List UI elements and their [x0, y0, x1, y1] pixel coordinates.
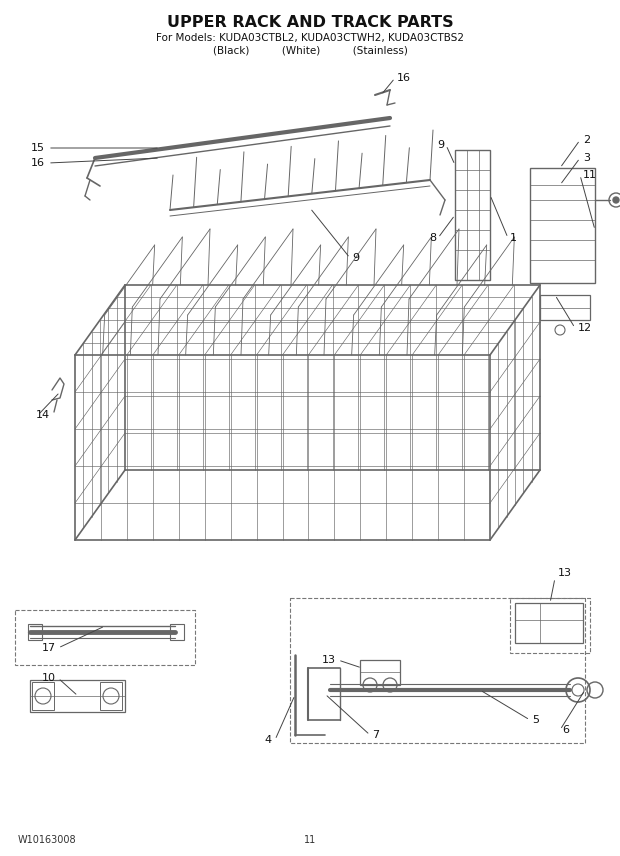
Text: 17: 17 [42, 643, 56, 653]
Text: For Models: KUDA03CTBL2, KUDA03CTWH2, KUDA03CTBS2: For Models: KUDA03CTBL2, KUDA03CTWH2, KU… [156, 33, 464, 43]
Bar [540, 295, 590, 320]
Text: 13: 13 [558, 568, 572, 578]
Text: 5: 5 [532, 715, 539, 725]
Text: 12: 12 [578, 323, 592, 333]
Text: 6: 6 [562, 725, 569, 735]
Text: 15: 15 [31, 143, 45, 153]
Text: 7: 7 [372, 730, 379, 740]
Bar [515, 603, 583, 643]
Text: 11: 11 [583, 170, 597, 180]
Text: (Black)          (White)          (Stainless): (Black) (White) (Stainless) [213, 45, 407, 55]
Text: 4: 4 [265, 735, 272, 745]
Text: W10163008: W10163008 [18, 835, 77, 845]
Bar [455, 150, 490, 280]
Bar [28, 624, 42, 640]
Text: 3: 3 [583, 153, 590, 163]
Text: 8: 8 [429, 233, 436, 243]
Text: 2: 2 [583, 135, 590, 145]
Bar [32, 682, 54, 710]
Text: 13: 13 [322, 655, 336, 665]
Bar [100, 682, 122, 710]
Text: 9: 9 [437, 140, 444, 150]
Text: 11: 11 [304, 835, 316, 845]
Text: UPPER RACK AND TRACK PARTS: UPPER RACK AND TRACK PARTS [167, 15, 453, 29]
Bar [510, 598, 590, 653]
Text: 16: 16 [31, 158, 45, 168]
Bar [15, 610, 195, 665]
Bar [30, 680, 125, 712]
Text: 1: 1 [510, 233, 517, 243]
Bar [170, 624, 184, 640]
Text: 16: 16 [397, 73, 411, 83]
Circle shape [613, 197, 619, 203]
Bar [530, 168, 595, 283]
Text: 10: 10 [42, 673, 56, 683]
Bar [290, 598, 585, 743]
Bar [360, 660, 400, 685]
Text: 9: 9 [352, 253, 359, 263]
Text: 14: 14 [36, 410, 50, 420]
